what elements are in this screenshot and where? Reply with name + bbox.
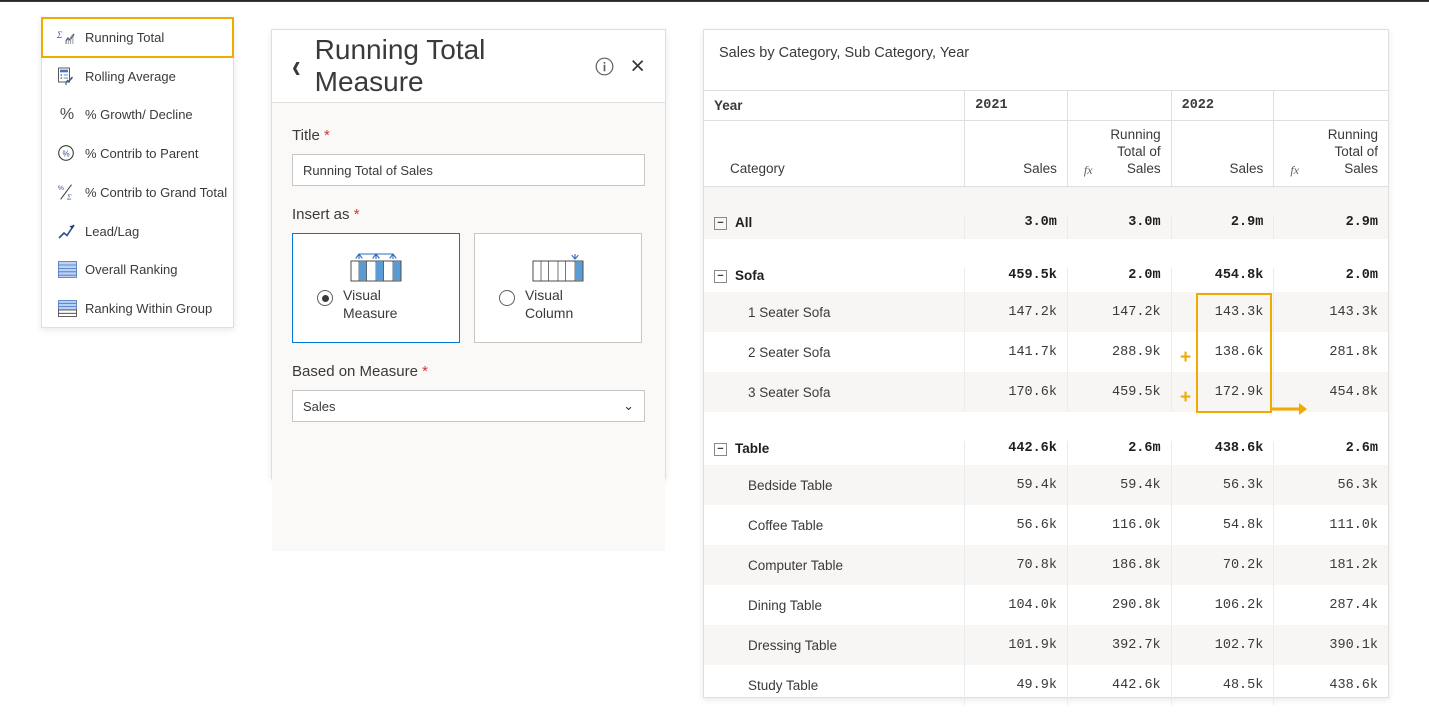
svg-text:Σ: Σ xyxy=(66,193,72,202)
svg-text:%: % xyxy=(58,186,64,193)
svg-text:Σ: Σ xyxy=(57,30,63,40)
svg-text:%: % xyxy=(62,149,69,158)
